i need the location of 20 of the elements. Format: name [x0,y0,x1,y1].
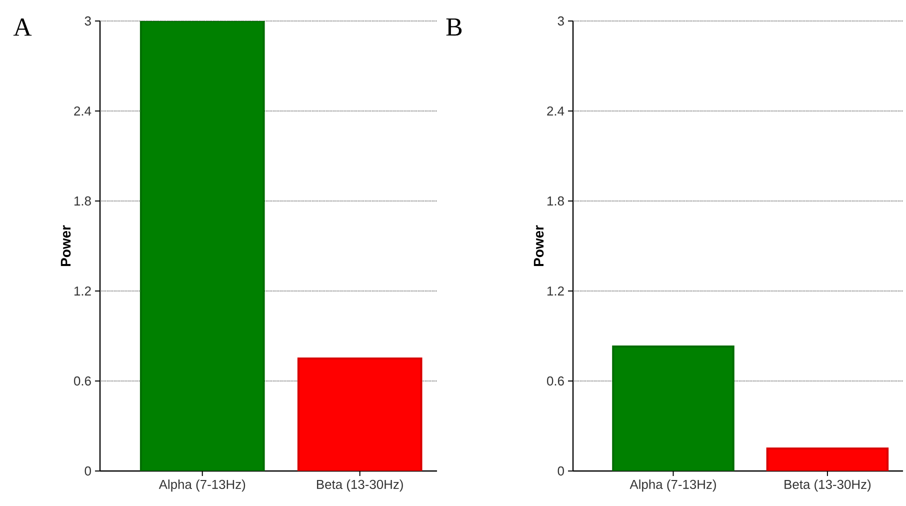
y-tick-label: 0.6 [74,376,91,386]
y-tick-label: 2.4 [74,106,92,116]
y-tick-label: 0.6 [546,376,564,386]
chart-title: A [13,18,32,36]
x-tick-label: Alpha (7-13Hz) [158,480,246,492]
y-tick-label: 3 [84,16,91,26]
y-tick-label: 1.8 [547,196,564,206]
x-tick-label: Beta (13-30Hz) [317,480,403,492]
y-tick-label: 2.4 [547,106,564,116]
y-tick-label: 0 [558,466,564,476]
y-tick-label: 1.8 [74,196,91,206]
x-tick-label: Alpha (7-13Hz) [630,480,716,492]
y-tick-label: 3 [558,16,564,26]
y-tick-label: 1.2 [74,286,91,296]
y-axis-title: Power [534,225,544,266]
y-axis-title: Power [60,225,71,266]
x-tick-label: Beta (13-30Hz) [784,480,871,492]
y-tick-label: 0 [84,466,91,476]
chart-title: B [446,18,462,36]
y-tick-label: 1.2 [547,286,564,296]
